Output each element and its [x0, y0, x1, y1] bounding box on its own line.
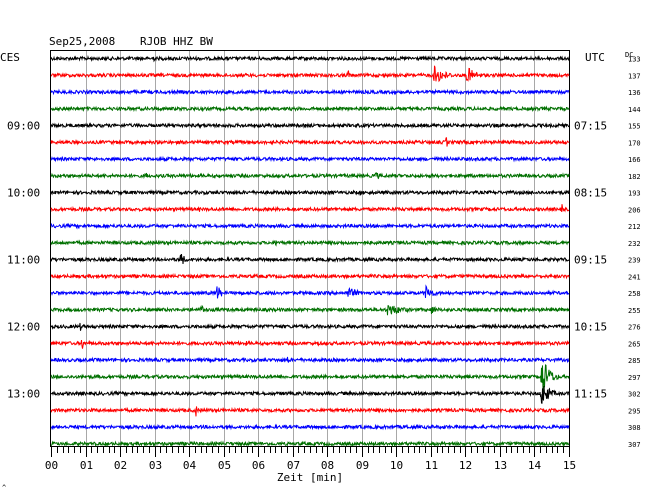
x-tick-label: 14 — [528, 459, 542, 472]
trace-row-4 — [50, 121, 570, 129]
trace-row-18 — [50, 356, 570, 364]
plot-frame — [50, 50, 570, 447]
dc-offset-label: 255 — [628, 307, 641, 315]
x-tick-label: 10 — [390, 459, 403, 472]
x-tick-label: 05 — [218, 459, 231, 472]
local-time-label: 13:00 — [7, 388, 40, 401]
x-tick-label: 01 — [80, 459, 93, 472]
x-axis-title: Zeit [min] — [277, 471, 343, 484]
dc-offset-label: 308 — [628, 424, 641, 432]
dc-offset-label: 182 — [628, 173, 641, 181]
dc-header-label: DC — [625, 51, 633, 59]
trace-row-23 — [50, 440, 570, 448]
x-tick-label: 00 — [45, 459, 58, 472]
x-tick-label: 03 — [149, 459, 162, 472]
x-tick-label: 06 — [252, 459, 265, 472]
trace-row-21 — [50, 406, 570, 417]
trace-row-9 — [50, 204, 569, 213]
trace-row-12 — [50, 253, 570, 264]
trace-row-3 — [50, 105, 570, 113]
dc-offset-label: 265 — [628, 340, 641, 348]
dc-offset-label: 144 — [628, 106, 641, 114]
dc-offset-label: 239 — [628, 257, 641, 265]
dc-offset-label: 297 — [628, 374, 641, 382]
utc-time-label: 08:15 — [574, 187, 607, 200]
utc-time-label: 11:15 — [574, 388, 607, 401]
trace-row-7 — [50, 172, 570, 180]
x-tick-label: 04 — [183, 459, 197, 472]
local-time-label: 12:00 — [7, 321, 40, 334]
dc-offset-label: 170 — [628, 139, 641, 147]
station-label: RJOB HHZ BW — [140, 35, 213, 48]
dc-offset-label: 206 — [628, 206, 641, 214]
dc-offset-label: 155 — [628, 123, 641, 131]
x-tick-label: 13 — [494, 459, 507, 472]
x-tick-label: 07 — [287, 459, 300, 472]
dc-offset-label: 302 — [628, 391, 641, 399]
dc-offset-label: 193 — [628, 190, 641, 198]
trace-row-10 — [50, 222, 570, 230]
trace-row-6 — [50, 155, 570, 163]
local-time-labels: 09:00 10:00 11:00 12:00 13:00 — [7, 120, 40, 401]
local-time-label: 11:00 — [7, 254, 40, 267]
utc-time-label: 07:15 — [574, 120, 607, 133]
trace-row-8 — [50, 188, 570, 197]
dc-offset-label: 212 — [628, 223, 641, 231]
x-tick-label: 08 — [321, 459, 334, 472]
utc-time-labels: 07:15 08:15 09:15 10:15 11:15 — [574, 120, 607, 401]
trace-row-11 — [50, 239, 570, 247]
utc-time-label: 10:15 — [574, 321, 607, 334]
trace-row-5 — [50, 137, 570, 147]
x-tick-label: 11 — [425, 459, 438, 472]
trace-row-0 — [50, 54, 570, 63]
trace-row-22 — [50, 423, 570, 431]
x-axis: 00 01 02 03 04 05 06 07 08 09 10 11 12 13 14 15 — [45, 447, 576, 472]
date-label: Sep25,2008 — [49, 35, 115, 48]
dc-offset-label: 166 — [628, 156, 641, 164]
minute-gridlines — [86, 51, 535, 446]
dc-offset-label: 285 — [628, 357, 641, 365]
trace-row-19 — [50, 364, 570, 392]
trace-group — [50, 54, 570, 448]
trace-row-16 — [50, 322, 570, 331]
trace-row-20 — [51, 385, 570, 404]
dc-offset-labels: 133 137 136 144 155 170 166 182 193 206 212 232 239 2… — [628, 56, 641, 449]
corner-mark: ^ — [2, 484, 6, 492]
utc-time-label: 09:15 — [574, 254, 607, 267]
trace-row-2 — [50, 88, 570, 96]
trace-row-1 — [50, 65, 570, 83]
trace-row-15 — [50, 304, 570, 316]
x-tick-label: 12 — [459, 459, 472, 472]
dc-offset-label: 258 — [628, 290, 641, 298]
local-time-label: 09:00 — [7, 120, 40, 133]
dc-offset-label: 241 — [628, 273, 641, 281]
dc-offset-label: 295 — [628, 407, 641, 415]
dc-offset-label: 232 — [628, 240, 641, 248]
dc-offset-label: 276 — [628, 324, 641, 332]
right-timezone-label: UTC — [585, 51, 605, 64]
trace-row-14 — [51, 284, 570, 299]
left-timezone-label: CES — [0, 51, 20, 64]
x-tick-label: 15 — [563, 459, 576, 472]
dc-offset-label: 137 — [628, 72, 641, 80]
local-time-label: 10:00 — [7, 187, 40, 200]
x-tick-label: 02 — [114, 459, 127, 472]
dc-offset-label: 133 — [628, 56, 641, 64]
x-tick-label: 09 — [356, 459, 369, 472]
dc-offset-label: 307 — [628, 441, 641, 449]
dc-offset-label: 136 — [628, 89, 641, 97]
trace-row-13 — [50, 272, 570, 280]
trace-row-17 — [50, 339, 570, 349]
